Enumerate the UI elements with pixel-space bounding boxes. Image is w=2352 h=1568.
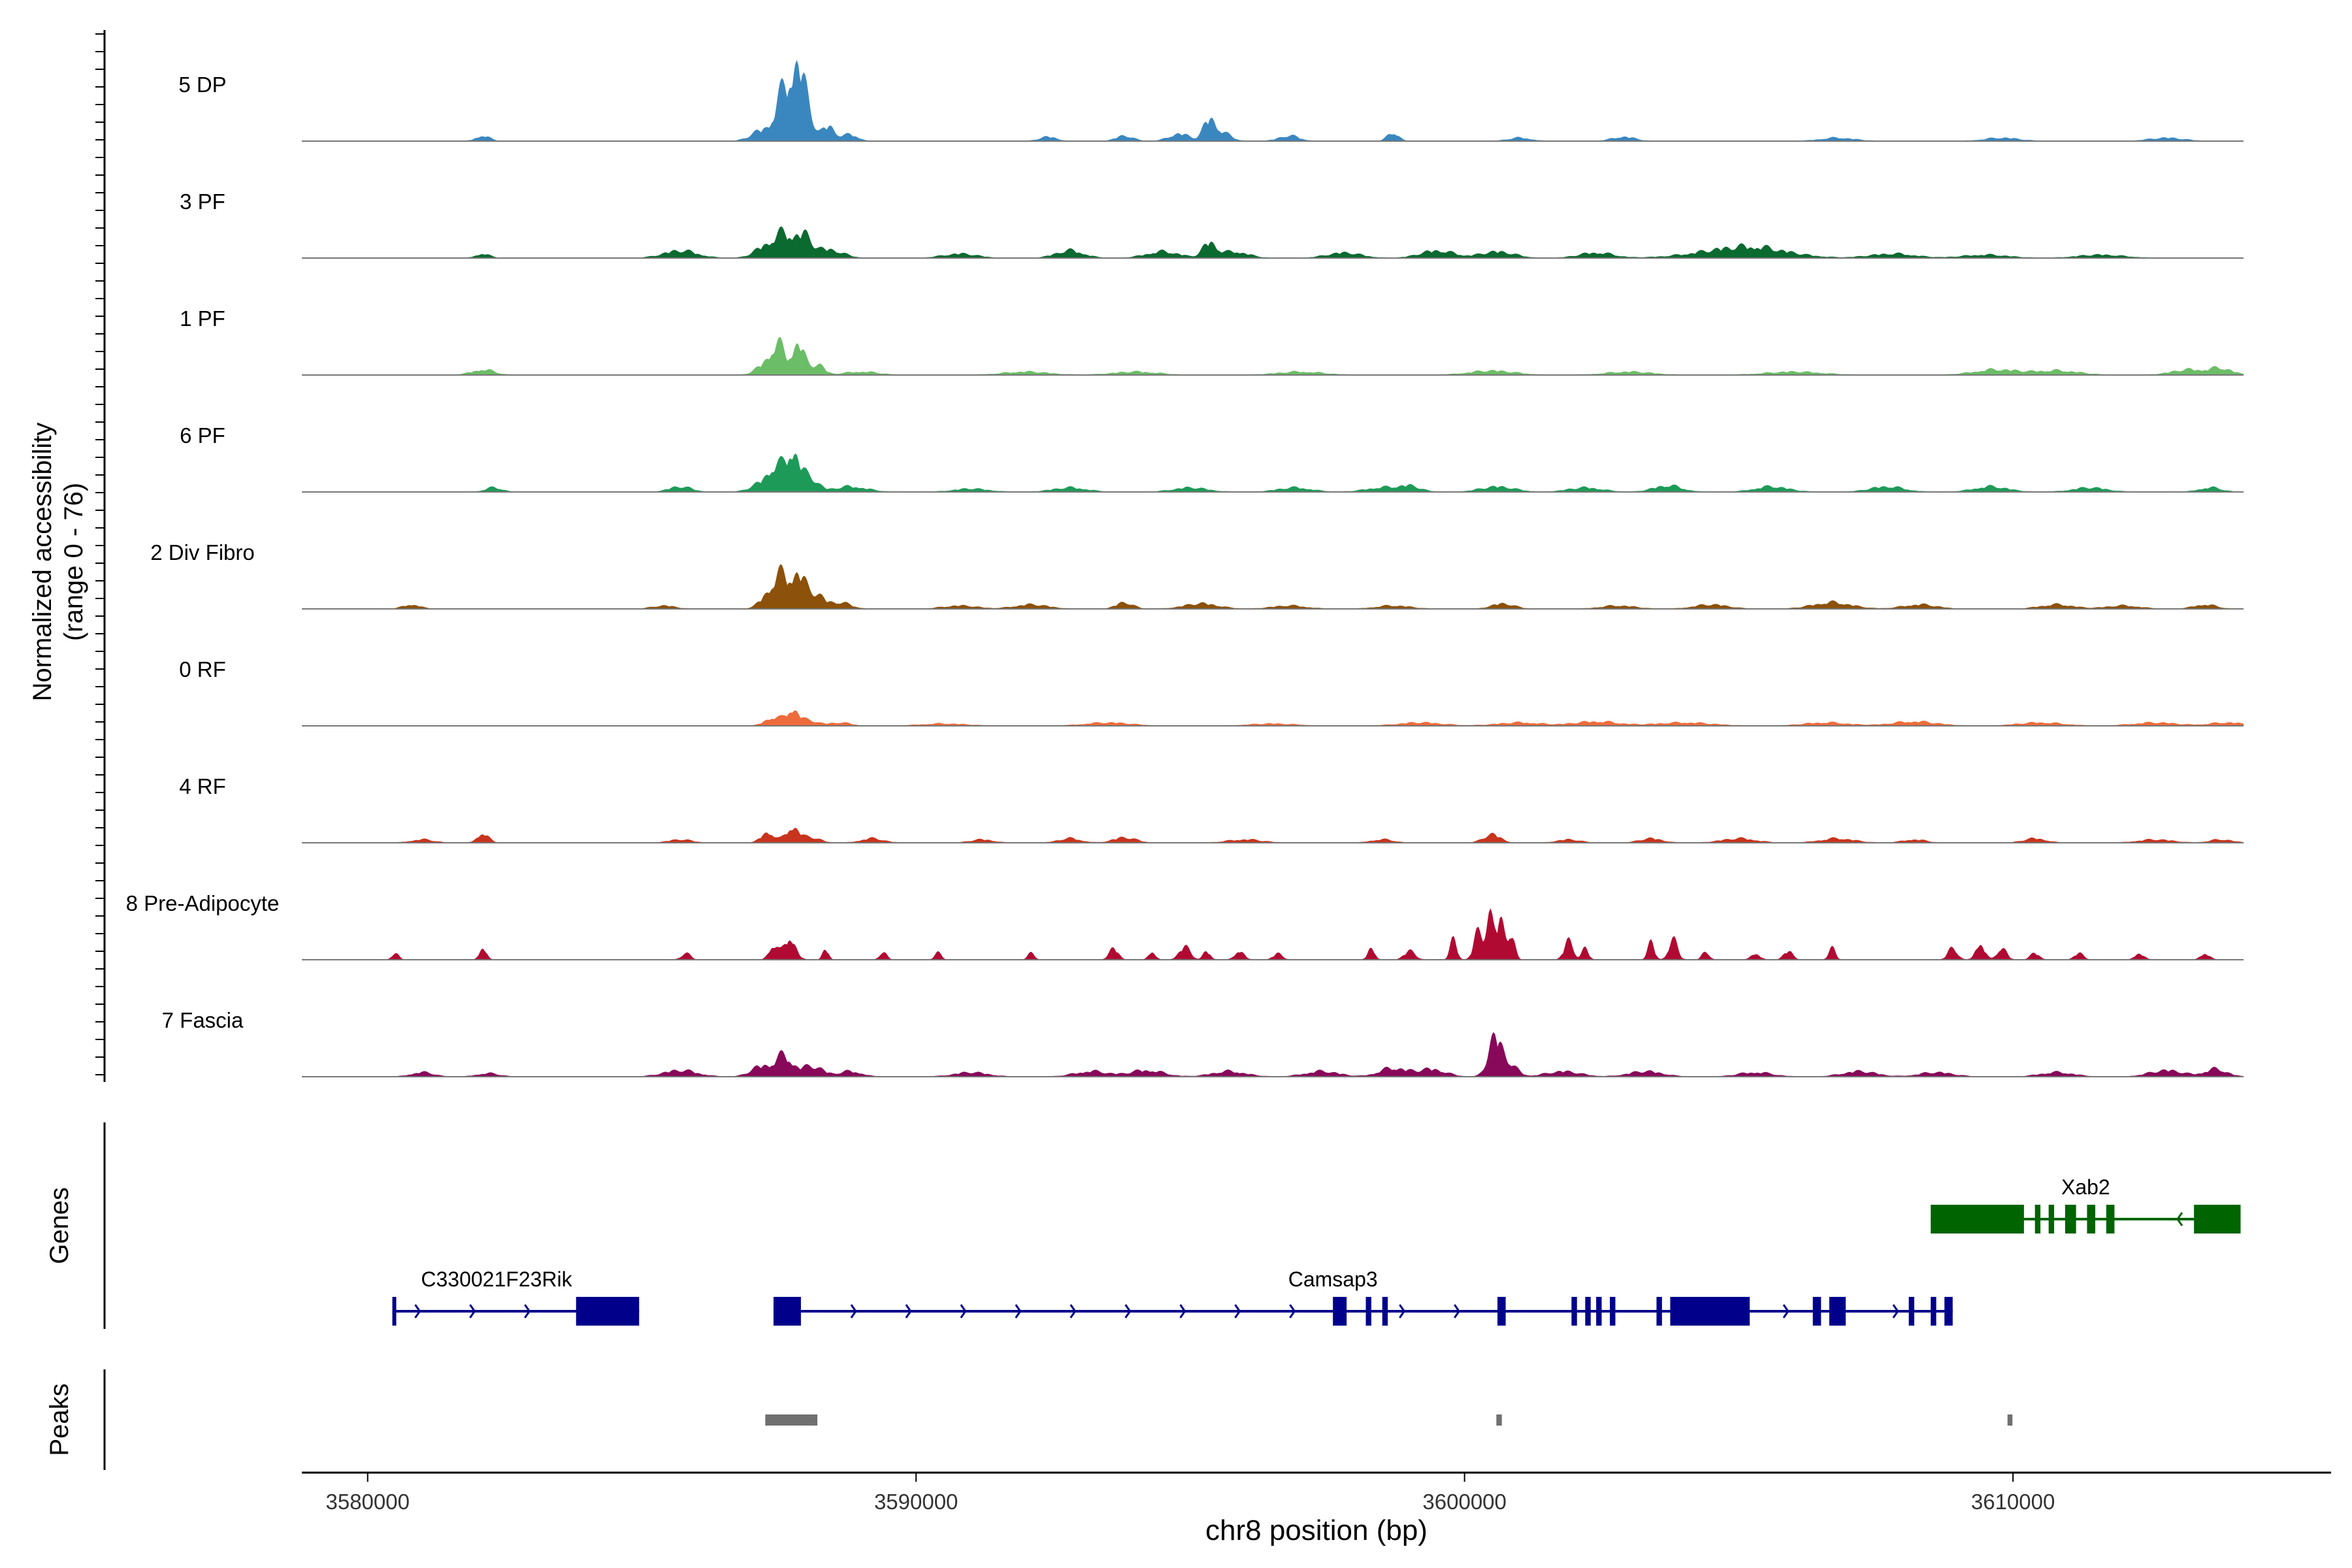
strand-arrow [414,1304,421,1318]
track-label: 6 PF [180,423,225,448]
strand-arrow [2176,1212,2183,1226]
gene-label: Camsap3 [1288,1267,1378,1291]
track-label: 7 Fascia [162,1008,244,1032]
peak-region [2007,1414,2013,1426]
track-label: 8 Pre-Adipocyte [126,891,280,915]
strand-arrow [850,1304,857,1318]
track-0-rf: 0 RF [179,657,2244,727]
track-6-pf: 6 PF [180,423,2244,493]
coverage-tracks: 5 DP 3 PF 1 PF 6 PF 2 Div Fibro 0 RF 4 RF 8 Pre… [126,59,2244,1077]
gene-c330021f23rik: C330021F23Rik [392,1267,640,1326]
track-7-fascia: 7 Fascia [162,1008,2244,1077]
strand-arrow [960,1304,967,1318]
strand-arrow [1454,1304,1461,1318]
gene-exon [392,1297,397,1326]
track-2-div-fibro: 2 Div Fibro [150,540,2244,610]
gene-exon [576,1297,640,1326]
gene-exon [2048,1205,2055,1233]
gene-exon [1497,1297,1506,1326]
x-axis-label: chr8 position (bp) [1205,1514,1428,1546]
gene-exon [1610,1297,1616,1326]
track-label: 5 DP [178,73,226,97]
strand-arrow [1124,1304,1132,1318]
gene-exon [1931,1205,2024,1233]
gene-exon [1656,1297,1662,1326]
strand-arrow [469,1304,476,1318]
strand-arrow [1179,1304,1186,1318]
peak-track [765,1414,2013,1426]
gene-exon [773,1297,801,1326]
track-4-rf: 4 RF [179,774,2244,843]
gene-exon [1670,1297,1750,1326]
coverage-area [384,1032,2244,1077]
x-tick-label: 3610000 [1971,1490,2055,1514]
track-5-dp: 5 DP [178,59,2244,142]
gene-exon [1571,1297,1577,1326]
gene-label: Xab2 [2061,1175,2110,1199]
strand-arrow [1399,1304,1406,1318]
strand-arrow [524,1304,531,1318]
gene-exon [1829,1297,1846,1326]
strand-arrow [1782,1304,1789,1318]
gene-exon [1596,1297,1602,1326]
strand-arrow [1070,1304,1077,1318]
gene-label: C330021F23Rik [421,1267,572,1291]
gene-exon [2087,1205,2096,1233]
coverage-area [384,226,2244,259]
track-8-pre-adipocyte: 8 Pre-Adipocyte [126,891,2244,960]
x-tick-label: 3590000 [874,1490,958,1514]
gene-exon [1333,1297,1347,1326]
gene-camsap3: Camsap3 [773,1267,1953,1326]
y-axis-ticks [95,33,105,1075]
gene-exon [1365,1297,1371,1326]
peak-region [1496,1414,1502,1426]
track-label: 4 RF [179,774,226,798]
track-label: 2 Div Fibro [150,540,255,564]
y-axis-label-line2: (range 0 - 76) [59,483,88,641]
gene-exon [1931,1297,1936,1326]
track-label: 1 PF [180,306,225,331]
x-axis-ticks: 3580000 3590000 3600000 3610000 [325,1473,2055,1514]
gene-exon [1382,1297,1388,1326]
gene-exon [1908,1297,1915,1326]
strand-arrow [905,1304,912,1318]
gene-track: C330021F23Rik Camsap3 Xab2 [392,1175,2241,1326]
gene-exon [2065,1205,2076,1233]
gene-exon [1585,1297,1591,1326]
y-axis-label-line1: Normalized accessibility [28,423,57,702]
strand-arrow [1234,1304,1241,1318]
gene-exon [1944,1297,1953,1326]
gene-xab2: Xab2 [1931,1175,2241,1233]
x-tick-label: 3600000 [1422,1490,1506,1514]
track-label: 3 PF [180,189,225,214]
strand-arrow [1289,1304,1296,1318]
peak-region [765,1414,818,1426]
track-label: 0 RF [179,657,226,681]
gene-exon [2034,1205,2041,1233]
peaks-track-label: Peaks [45,1383,74,1456]
gene-exon [2106,1205,2115,1233]
track-3-pf: 3 PF [180,189,2244,259]
strand-arrow [1015,1304,1022,1318]
gene-exon [1812,1297,1821,1326]
track-1-pf: 1 PF [180,306,2244,376]
x-tick-label: 3580000 [325,1490,409,1514]
gene-exon [2194,1205,2241,1233]
strand-arrow [1892,1304,1899,1318]
genes-track-label: Genes [45,1187,74,1264]
